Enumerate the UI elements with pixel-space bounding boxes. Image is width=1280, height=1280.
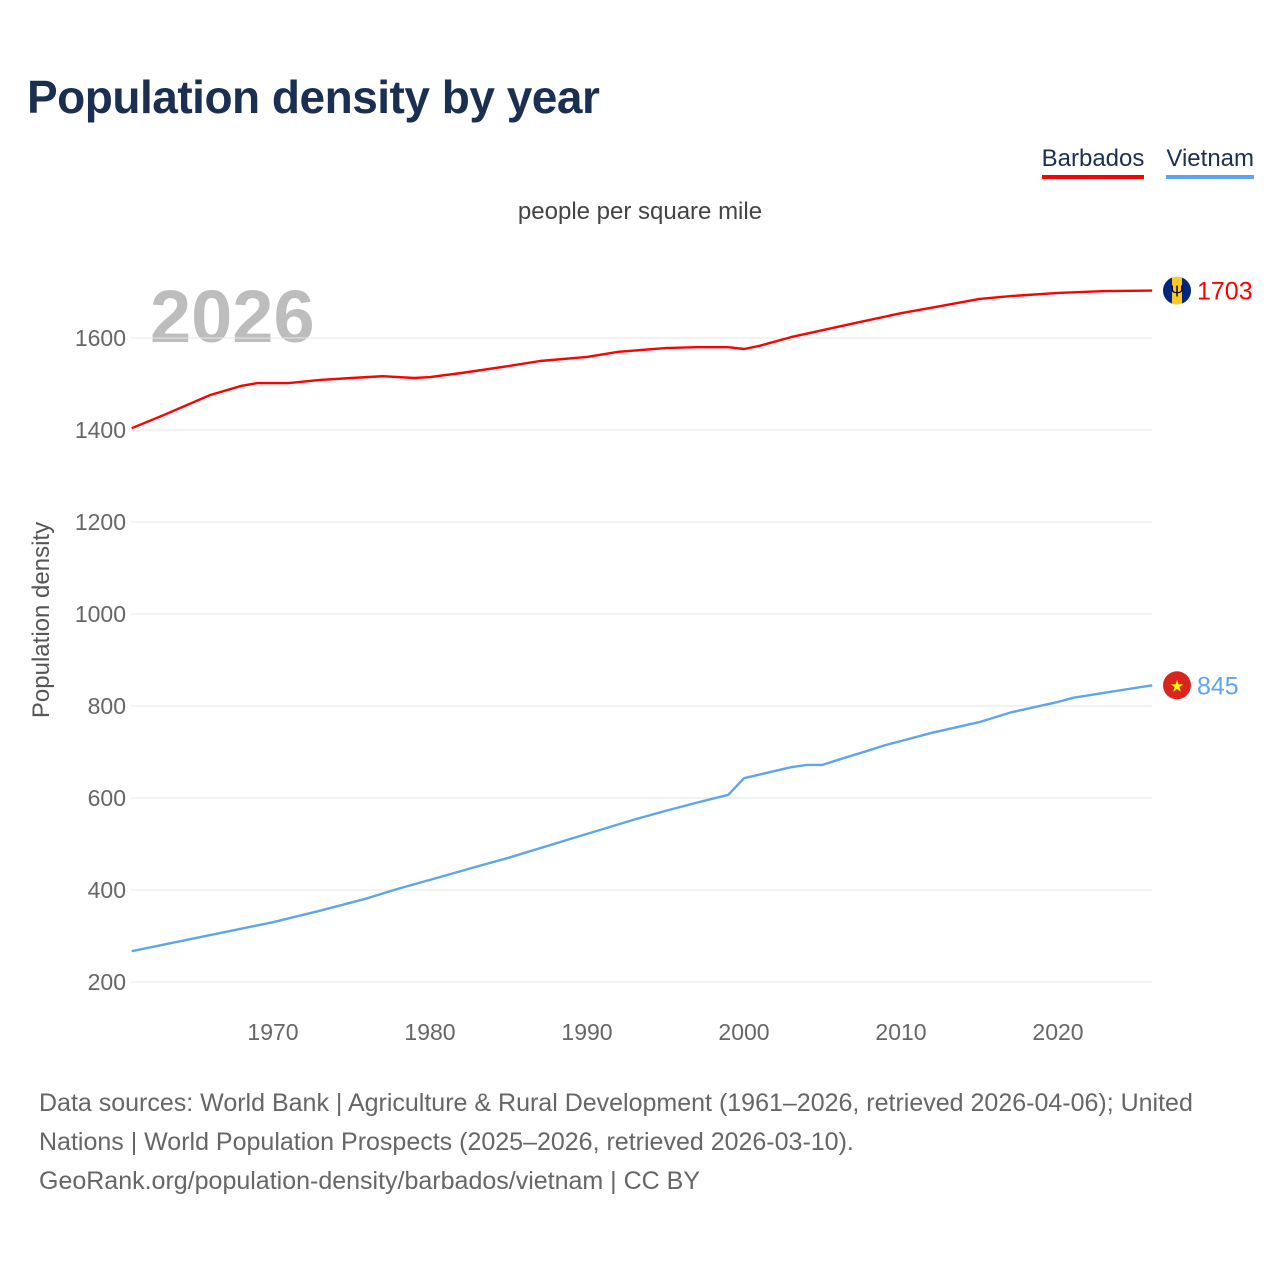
footer-sources-text: Data sources: World Bank | Agriculture &… [39, 1089, 1193, 1156]
legend-item-barbados[interactable]: Barbados [1041, 145, 1145, 179]
legend-item-vietnam[interactable]: Vietnam [1166, 145, 1254, 179]
end-value-label: 845 [1197, 672, 1239, 700]
flag-barbados-icon: Ψ [1163, 276, 1191, 305]
trident: Ψ [1170, 284, 1183, 301]
chart-subtitle: people per square mile [517, 198, 763, 225]
y-tick-label: 1200 [75, 509, 126, 535]
star: ★ [1170, 678, 1184, 695]
flag-vietnam-icon: ★ [1163, 671, 1191, 700]
flag-band-right [1182, 277, 1191, 304]
footer-link[interactable]: GeoRank.org/population-density/barbados/… [39, 1167, 701, 1195]
y-tick-label: 600 [88, 785, 126, 811]
year-watermark: 2026 [150, 275, 315, 358]
series-line-barbados [131, 289, 1153, 430]
y-tick-label: 1400 [75, 417, 126, 443]
x-tick-label: 2020 [1032, 1019, 1083, 1045]
flag-field [1163, 671, 1191, 700]
y-tick-label: 1600 [75, 325, 126, 351]
x-tick-label: 1990 [561, 1019, 612, 1045]
y-tick-label: 200 [88, 969, 126, 995]
x-tick-label: 2000 [718, 1019, 769, 1045]
flag-band-left [1163, 277, 1172, 304]
y-tick-label: 400 [88, 877, 126, 903]
y-tick-label: 800 [88, 693, 126, 719]
legend: Barbados Vietnam [1041, 145, 1254, 179]
x-tick-label: 1970 [247, 1019, 298, 1045]
footer-sources: Data sources: World Bank | Agriculture &… [39, 1084, 1249, 1201]
chart-title: Population density by year [27, 71, 600, 123]
series-line-vietnam [131, 684, 1153, 953]
x-tick-label: 2010 [875, 1019, 926, 1045]
end-value-label: 1703 [1197, 278, 1253, 306]
x-tick-label: 1980 [404, 1019, 455, 1045]
y-tick-label: 1000 [75, 601, 126, 627]
